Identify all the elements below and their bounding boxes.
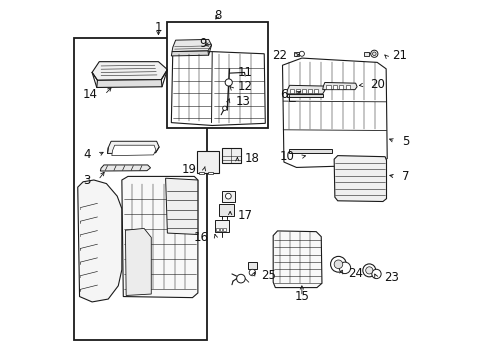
Bar <box>247 262 256 269</box>
Bar <box>289 149 332 153</box>
Circle shape <box>371 269 380 279</box>
Text: 15: 15 <box>294 290 309 303</box>
Text: 10: 10 <box>279 150 294 163</box>
Bar <box>197 150 218 173</box>
Bar <box>307 89 312 93</box>
Polygon shape <box>273 231 321 288</box>
Bar <box>223 228 225 231</box>
Polygon shape <box>171 51 208 56</box>
Circle shape <box>222 106 226 111</box>
Bar <box>221 191 235 202</box>
Bar <box>219 228 222 231</box>
Text: 23: 23 <box>383 271 398 284</box>
Circle shape <box>339 262 350 274</box>
Bar <box>167 22 267 128</box>
Text: 19: 19 <box>182 163 197 176</box>
Polygon shape <box>172 40 211 51</box>
Circle shape <box>225 193 231 199</box>
Bar <box>219 204 233 216</box>
Bar <box>222 148 241 163</box>
Bar <box>301 89 305 93</box>
Circle shape <box>362 264 375 277</box>
Circle shape <box>236 274 244 283</box>
Polygon shape <box>92 62 167 80</box>
Bar <box>325 85 330 89</box>
Bar <box>74 39 206 339</box>
Text: 24: 24 <box>348 267 363 280</box>
Text: 3: 3 <box>83 174 91 186</box>
Text: 9: 9 <box>199 37 206 50</box>
Bar <box>216 228 218 231</box>
Bar <box>313 89 318 93</box>
Circle shape <box>370 50 377 57</box>
Polygon shape <box>171 51 265 126</box>
Text: 21: 21 <box>391 49 407 62</box>
Circle shape <box>365 267 372 274</box>
Bar <box>215 220 228 232</box>
Text: 4: 4 <box>83 148 91 161</box>
Polygon shape <box>112 145 156 156</box>
Text: 13: 13 <box>235 95 250 108</box>
Polygon shape <box>107 141 159 153</box>
Circle shape <box>330 256 346 272</box>
Polygon shape <box>125 228 151 296</box>
Polygon shape <box>100 165 150 171</box>
Circle shape <box>299 51 304 56</box>
Text: 7: 7 <box>402 170 409 183</box>
Polygon shape <box>333 156 386 202</box>
Text: 6: 6 <box>280 88 287 101</box>
Text: 1: 1 <box>154 21 162 34</box>
Bar <box>198 172 204 174</box>
Text: 8: 8 <box>213 9 221 22</box>
Bar <box>345 85 349 89</box>
Bar <box>289 89 293 93</box>
Circle shape <box>372 52 375 55</box>
Text: 20: 20 <box>369 78 384 91</box>
Bar <box>295 89 300 93</box>
Circle shape <box>224 79 232 86</box>
Text: 18: 18 <box>244 152 259 165</box>
Polygon shape <box>286 85 324 94</box>
Bar <box>363 52 368 55</box>
Circle shape <box>249 269 255 276</box>
Polygon shape <box>97 80 162 87</box>
Text: 25: 25 <box>260 269 275 282</box>
Polygon shape <box>322 82 356 90</box>
Polygon shape <box>282 58 386 167</box>
Polygon shape <box>165 178 198 234</box>
Bar <box>332 85 336 89</box>
Text: 11: 11 <box>237 66 252 79</box>
Text: 12: 12 <box>237 80 252 93</box>
Bar <box>293 52 298 55</box>
Polygon shape <box>286 94 322 97</box>
Polygon shape <box>122 176 198 298</box>
Bar <box>207 172 213 174</box>
Text: 22: 22 <box>272 49 287 62</box>
Bar <box>339 85 343 89</box>
Text: 17: 17 <box>237 210 252 222</box>
Text: 14: 14 <box>82 88 97 101</box>
Text: 5: 5 <box>402 135 409 148</box>
Circle shape <box>333 260 342 269</box>
Text: 16: 16 <box>193 231 208 244</box>
Polygon shape <box>78 180 122 302</box>
